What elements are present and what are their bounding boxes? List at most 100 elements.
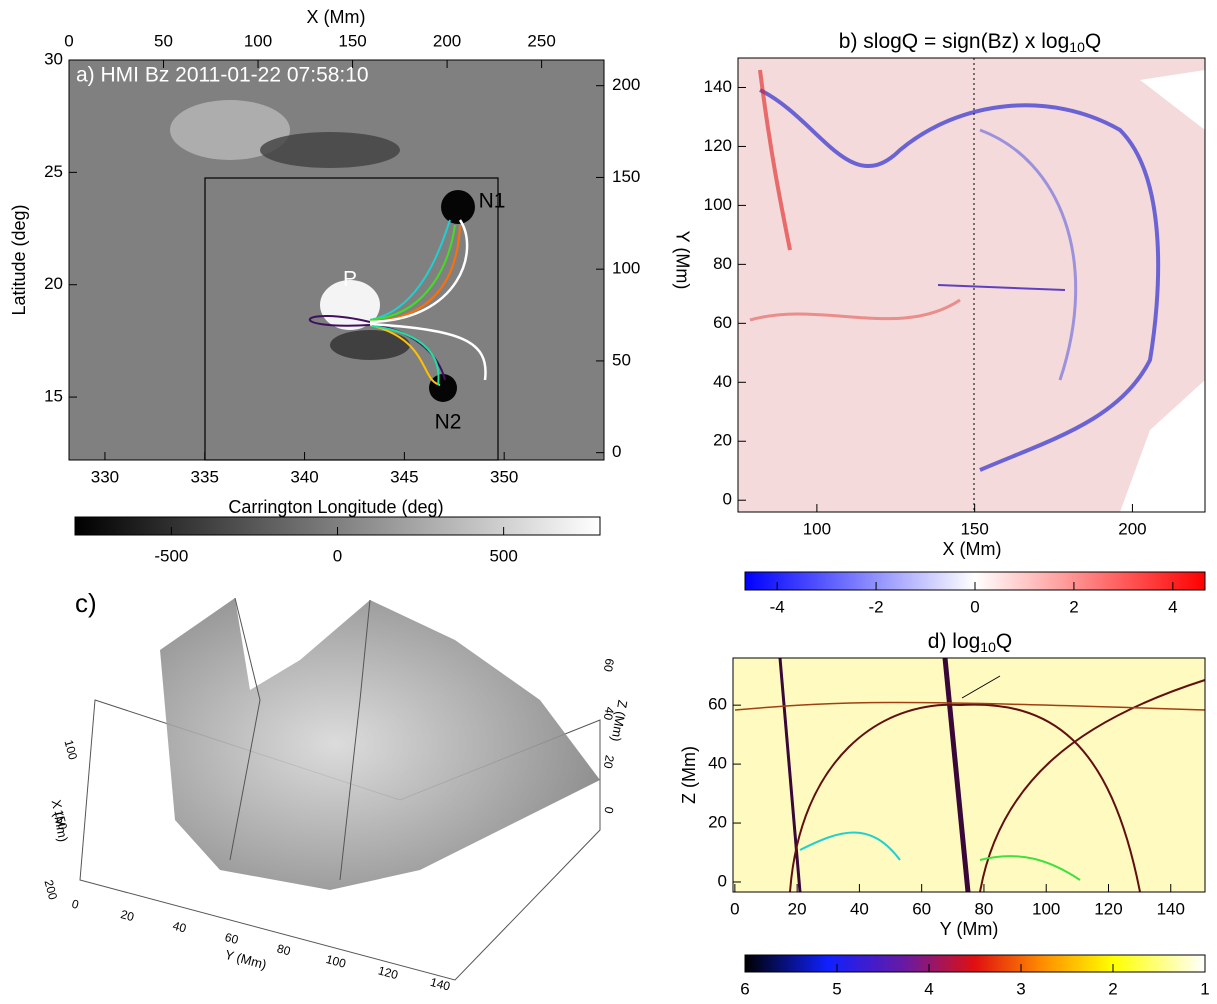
c-tick-label: 20 [119, 907, 136, 924]
x-tick-label: 100 [1032, 899, 1060, 918]
panel-label: c) [75, 588, 97, 618]
x-axis-label: Carrington Longitude (deg) [228, 497, 443, 517]
y2-tick-label: 50 [612, 350, 631, 369]
panel-title: b) slogQ = sign(Bz) x log10Q [839, 30, 1101, 55]
title-part: b) slogQ = sign(Bz) x log [839, 30, 1070, 53]
x2-tick-label: 0 [64, 31, 73, 50]
axis-label: Z (Mm) [608, 699, 630, 743]
frame [68, 59, 605, 461]
axis-label: Y (Mm) [223, 947, 268, 972]
x-tick-label: 200 [1118, 519, 1146, 538]
y-tick-label: 20 [708, 813, 727, 832]
panel-title: a) HMI Bz 2011-01-22 07:58:10 [76, 64, 369, 87]
title-subscript: 10 [980, 639, 996, 655]
y-tick-label: 0 [718, 871, 727, 890]
y-tick-label: 40 [708, 754, 727, 773]
x-tick-label: 150 [960, 519, 988, 538]
x-tick-label: 140 [1157, 899, 1185, 918]
x-axis-label: X (Mm) [943, 539, 1002, 559]
annotation: N2 [435, 411, 462, 434]
colorbar [744, 954, 1206, 973]
x-tick-label: 80 [974, 899, 993, 918]
c-tick-label: 140 [429, 975, 452, 994]
title-part: d) log [928, 630, 981, 653]
x-tick-label: 2 [1069, 597, 1078, 616]
y2-tick-label: 200 [612, 75, 640, 94]
frame [732, 657, 1206, 893]
y2-tick-label: 150 [612, 167, 640, 186]
y-tick-label: 30 [44, 49, 63, 68]
y-tick-label: 80 [713, 254, 732, 273]
c-tick-label: 20 [601, 754, 617, 770]
axis-label: X (Mm) [49, 799, 71, 844]
x-axis-label: Y (Mm) [940, 919, 999, 939]
magnetogram [69, 60, 604, 461]
y-axis-label: Latitude (deg) [9, 204, 29, 315]
c-tick-label: 120 [377, 963, 400, 982]
x-tick-label: 4 [1168, 597, 1177, 616]
y-tick-label: 60 [713, 313, 732, 332]
x-tick-label: 500 [489, 546, 517, 565]
x-tick-label: 40 [850, 899, 869, 918]
y2-axis-label: Y (Mm) [672, 231, 692, 290]
c-tick-label: 100 [61, 738, 80, 761]
x-tick-label: 3 [1016, 979, 1025, 998]
c-tick-label: 60 [601, 657, 617, 673]
c-tick-label: 40 [601, 706, 617, 722]
x-tick-label: 2 [1108, 979, 1117, 998]
annotation: N1 [479, 190, 506, 213]
c-tick-label: 0 [70, 897, 80, 912]
y-tick-label: 60 [708, 695, 727, 714]
title-subscript: 10 [1069, 39, 1085, 55]
title-part: Q [996, 630, 1012, 653]
x2-tick-label: 200 [433, 31, 461, 50]
c-tick-label: 40 [171, 919, 188, 936]
panel-title: d) log10Q [928, 630, 1012, 655]
y-tick-label: 20 [713, 431, 732, 450]
c-tick-label: 100 [324, 952, 347, 971]
y2-tick-label: 100 [612, 259, 640, 278]
x-tick-label: 60 [912, 899, 931, 918]
x2-tick-label: 50 [154, 31, 173, 50]
x-tick-label: 0 [970, 597, 979, 616]
y-tick-label: 15 [44, 387, 63, 406]
c-tick-label: 60 [223, 930, 240, 947]
x-tick-label: -2 [869, 597, 884, 616]
3d-surface [79, 597, 601, 981]
x2-tick-label: 100 [244, 31, 272, 50]
y-tick-label: 40 [713, 372, 732, 391]
q-map [738, 58, 1205, 512]
x-tick-label: 345 [390, 467, 418, 486]
y2-tick-label: 0 [612, 442, 621, 461]
x-tick-label: 6 [740, 979, 749, 998]
x-tick-label: -500 [154, 546, 188, 565]
x-tick-label: 100 [803, 519, 831, 538]
x2-tick-label: 150 [338, 31, 366, 50]
c-tick-label: 0 [601, 806, 616, 815]
x-tick-label: 0 [333, 546, 342, 565]
x-tick-label: 120 [1094, 899, 1122, 918]
title-part: Q [1085, 30, 1101, 53]
x-tick-label: -4 [770, 597, 785, 616]
x-tick-label: 335 [191, 467, 219, 486]
x2-tick-label: 250 [527, 31, 555, 50]
x-tick-label: 330 [91, 467, 119, 486]
y-tick-label: 0 [723, 490, 732, 509]
x-tick-label: 0 [730, 899, 739, 918]
x-tick-label: 4 [924, 979, 933, 998]
y-tick-label: 120 [704, 136, 732, 155]
x-tick-label: 350 [490, 467, 518, 486]
x2-axis-label: X (Mm) [307, 7, 366, 27]
x-tick-label: 1 [1200, 979, 1209, 998]
x-tick-label: 20 [788, 899, 807, 918]
q-slice [733, 657, 1206, 893]
y-tick-label: 25 [44, 162, 63, 181]
y-tick-label: 140 [704, 77, 732, 96]
y-tick-label: 100 [704, 195, 732, 214]
x-tick-label: 340 [290, 467, 318, 486]
x-tick-label: 5 [832, 979, 841, 998]
c-tick-label: 80 [276, 941, 293, 958]
c-tick-label: 150 [51, 808, 70, 831]
frame [737, 57, 1206, 513]
